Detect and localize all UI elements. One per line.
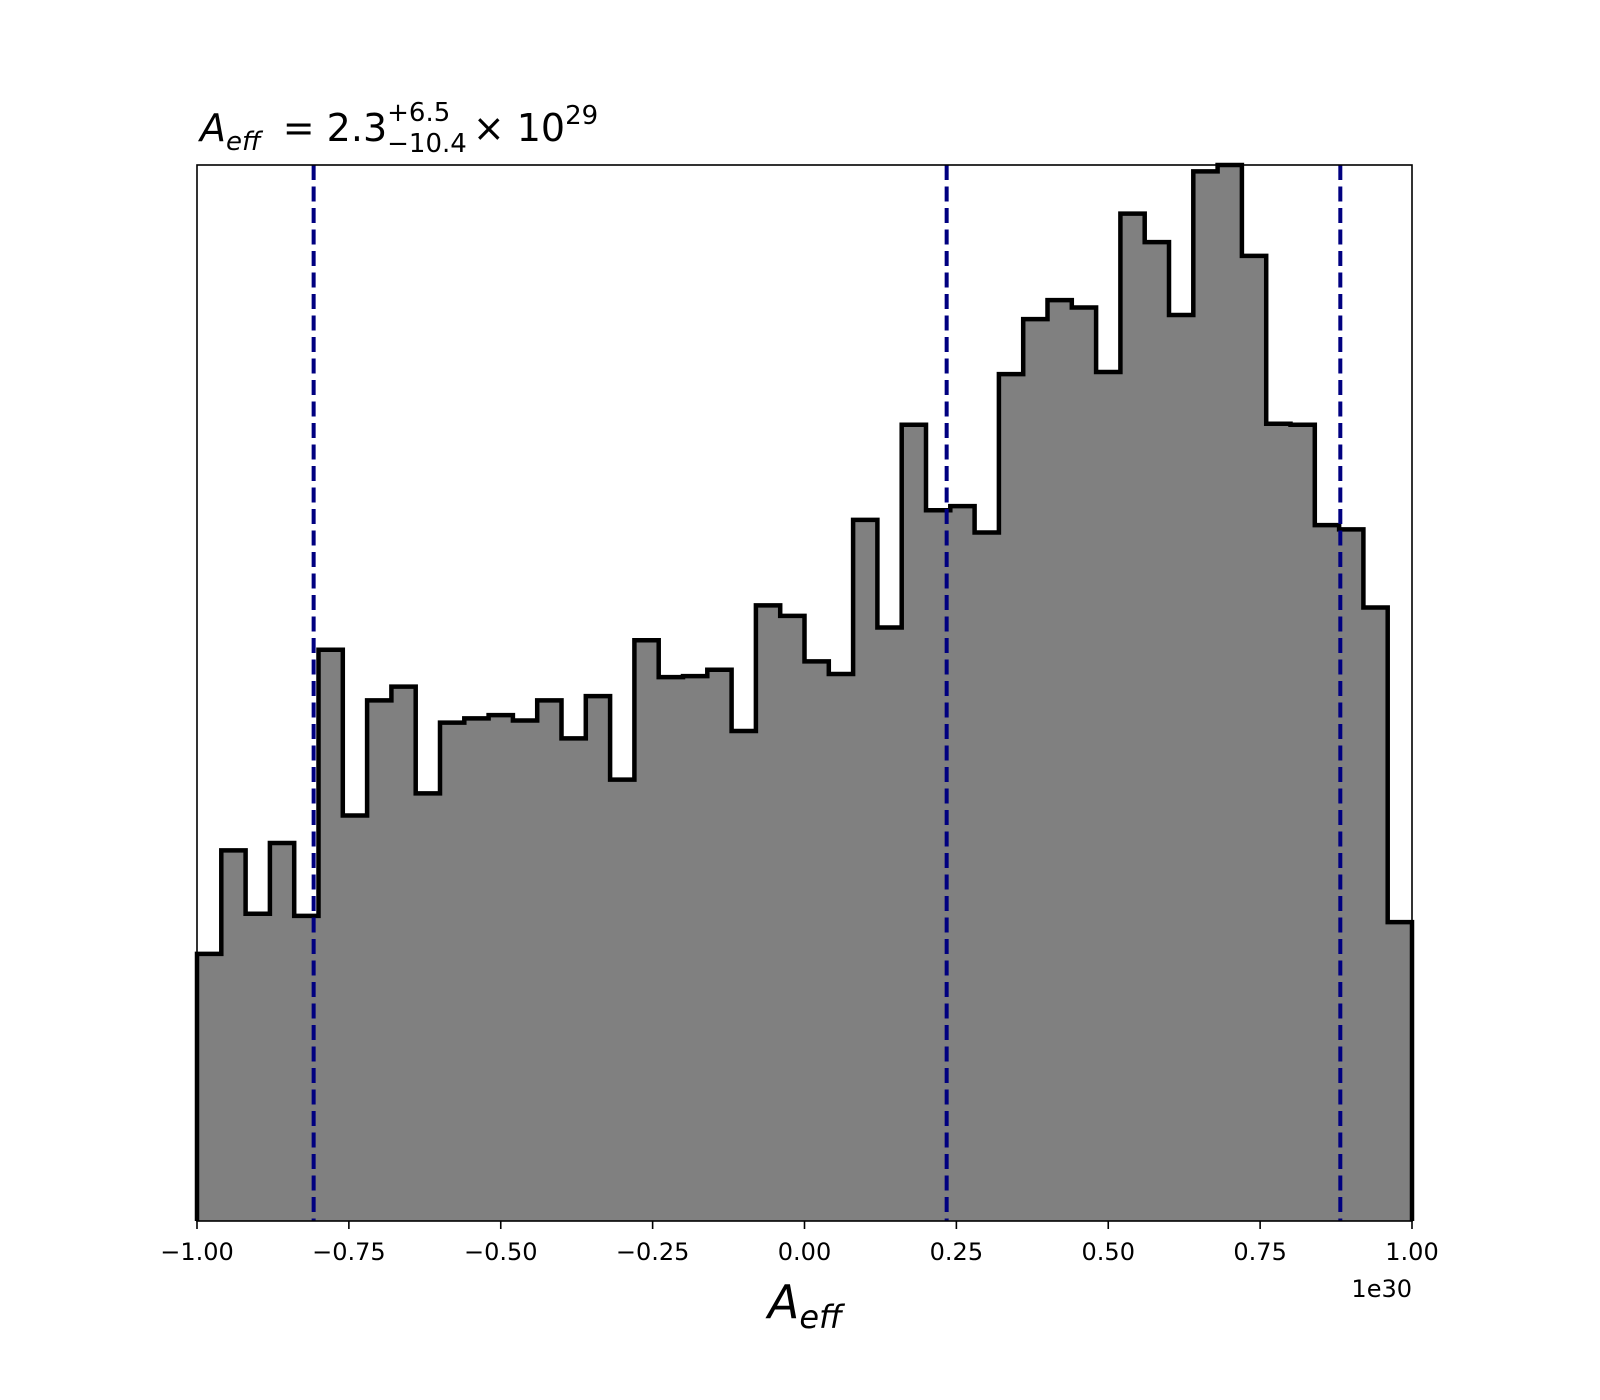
chart-title: Aeff = 2.3+6.5 −10.4 × 1029: [197, 98, 598, 159]
x-tick-label: 0.75: [1233, 1238, 1286, 1266]
svg-text:Aeff= 2.3+6.5−10.4× 1029: Aeff = 2.3+6.5 −10.4 × 1029: [197, 98, 598, 159]
x-tick-label: 1.00: [1385, 1238, 1438, 1266]
x-axis-offset-label: 1e30: [1351, 1275, 1412, 1303]
title-symbol-subscript: eff: [226, 127, 264, 157]
x-tick-label: 0.25: [930, 1238, 983, 1266]
title-symbol: A: [197, 106, 226, 150]
x-tick-label: 0.50: [1082, 1238, 1135, 1266]
quantile-lines: [311, 165, 1343, 1221]
x-tick-label: −0.25: [616, 1238, 690, 1266]
x-tick-label: 0.00: [778, 1238, 831, 1266]
x-axis-label: Aeff: [765, 1275, 846, 1336]
x-axis-label-subscript: eff: [799, 1298, 846, 1336]
x-axis-label-symbol: A: [765, 1275, 799, 1329]
title-multiplier: × 10: [473, 106, 565, 150]
title-exponent: 29: [565, 101, 598, 131]
title-lower-error: −10.4: [387, 129, 467, 159]
x-tick-label: −0.75: [312, 1238, 386, 1266]
x-axis-ticks: −1.00 −0.75 −0.50 −0.25 0.00 0.25 0.50 0.75 1.00: [160, 1221, 1439, 1266]
x-tick-label: −1.00: [160, 1238, 234, 1266]
histogram-outline: [194, 162, 1415, 1221]
title-upper-error: +6.5: [387, 98, 450, 128]
x-tick-label: −0.50: [464, 1238, 538, 1266]
plot-area: [194, 162, 1415, 1222]
histogram-fill: [197, 165, 1412, 1221]
title-equals: = 2.3: [283, 106, 387, 150]
